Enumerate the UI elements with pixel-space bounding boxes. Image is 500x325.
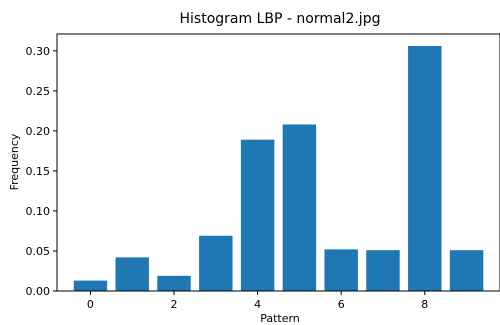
x-tick-label: 0 — [87, 298, 94, 311]
y-tick-label: 0.20 — [26, 125, 51, 138]
chart-title: Histogram LBP - normal2.jpg — [180, 11, 381, 27]
y-tick-label: 0.05 — [26, 245, 51, 258]
bar-pattern-5 — [282, 124, 317, 291]
y-tick-label: 0.00 — [26, 285, 51, 298]
y-tick-label: 0.10 — [26, 205, 51, 218]
x-axis-label: Pattern — [260, 312, 300, 325]
x-tick-label: 4 — [254, 298, 261, 311]
bar-pattern-2 — [157, 275, 191, 291]
plot-area — [73, 46, 484, 292]
x-tick-label: 6 — [338, 298, 345, 311]
bar-pattern-8 — [408, 46, 442, 292]
bar-pattern-7 — [366, 250, 400, 291]
bar-pattern-0 — [73, 280, 108, 291]
y-tick-label: 0.15 — [26, 165, 51, 178]
bar-pattern-6 — [324, 249, 358, 291]
plot-frame — [56, 33, 500, 292]
y-tick-label: 0.25 — [26, 85, 51, 98]
y-tick-label: 0.30 — [26, 45, 51, 58]
bar-pattern-1 — [115, 257, 149, 291]
x-tick-label: 8 — [421, 298, 428, 311]
bar-pattern-9 — [449, 250, 484, 291]
y-axis-label: Frequency — [8, 133, 21, 190]
x-tick-label: 2 — [171, 298, 178, 311]
bar-pattern-3 — [199, 235, 233, 291]
bar-pattern-4 — [240, 139, 275, 291]
